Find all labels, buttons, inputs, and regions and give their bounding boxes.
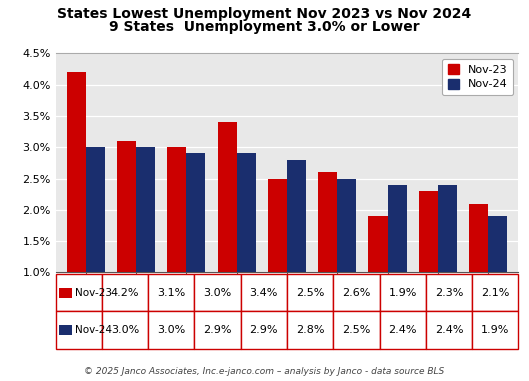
Bar <box>56 312 102 349</box>
Text: 9 States  Unemployment 3.0% or Lower: 9 States Unemployment 3.0% or Lower <box>109 20 420 34</box>
Text: 2.4%: 2.4% <box>435 325 463 335</box>
Bar <box>59 325 72 335</box>
Bar <box>469 203 488 335</box>
Text: 1.9%: 1.9% <box>481 325 509 335</box>
Text: 2.1%: 2.1% <box>481 288 509 298</box>
Bar <box>268 179 287 335</box>
Bar <box>426 312 472 349</box>
Text: © 2025 Janco Associates, Inc.e-janco.com – analysis by Janco - data source BLS: © 2025 Janco Associates, Inc.e-janco.com… <box>84 367 445 376</box>
Bar <box>241 274 287 312</box>
Text: 2.5%: 2.5% <box>342 325 371 335</box>
Bar <box>236 154 256 335</box>
Bar <box>194 312 241 349</box>
Bar <box>194 274 241 312</box>
Bar <box>102 312 148 349</box>
Text: 2.9%: 2.9% <box>250 325 278 335</box>
Bar <box>472 274 518 312</box>
Text: 2.6%: 2.6% <box>342 288 371 298</box>
Bar <box>369 216 388 335</box>
Legend: Nov-23, Nov-24: Nov-23, Nov-24 <box>442 59 513 95</box>
Bar <box>338 179 357 335</box>
Bar <box>287 274 333 312</box>
Bar <box>333 274 380 312</box>
Bar <box>136 147 155 335</box>
Bar <box>318 172 338 335</box>
Bar <box>186 154 205 335</box>
Bar <box>488 216 507 335</box>
Bar <box>379 274 426 312</box>
Text: 4.2%: 4.2% <box>111 288 139 298</box>
Bar <box>67 72 86 335</box>
Bar <box>117 141 136 335</box>
Bar <box>426 274 472 312</box>
Text: 3.0%: 3.0% <box>157 325 185 335</box>
Text: 2.8%: 2.8% <box>296 325 324 335</box>
Text: 3.0%: 3.0% <box>204 288 232 298</box>
Bar <box>217 122 236 335</box>
Text: Nov-23: Nov-23 <box>75 288 112 298</box>
Bar <box>379 312 426 349</box>
Text: States Lowest Unemployment Nov 2023 vs Nov 2024: States Lowest Unemployment Nov 2023 vs N… <box>57 7 472 21</box>
Text: 3.1%: 3.1% <box>157 288 185 298</box>
Bar <box>59 288 72 298</box>
Bar <box>167 147 186 335</box>
Text: Nov-24: Nov-24 <box>75 325 112 335</box>
Bar <box>287 160 306 335</box>
Bar <box>419 191 438 335</box>
Text: 3.4%: 3.4% <box>250 288 278 298</box>
Text: 2.4%: 2.4% <box>388 325 417 335</box>
Text: 1.9%: 1.9% <box>388 288 417 298</box>
Bar <box>241 312 287 349</box>
Bar <box>86 147 105 335</box>
Text: 3.0%: 3.0% <box>111 325 139 335</box>
Text: 2.3%: 2.3% <box>435 288 463 298</box>
Bar <box>388 185 407 335</box>
Bar <box>148 274 194 312</box>
Bar <box>472 312 518 349</box>
Bar <box>56 274 102 312</box>
Bar <box>333 312 380 349</box>
Text: 2.9%: 2.9% <box>203 325 232 335</box>
Bar <box>438 185 457 335</box>
Bar <box>148 312 194 349</box>
Bar <box>102 274 148 312</box>
Bar <box>287 312 333 349</box>
Text: 2.5%: 2.5% <box>296 288 324 298</box>
